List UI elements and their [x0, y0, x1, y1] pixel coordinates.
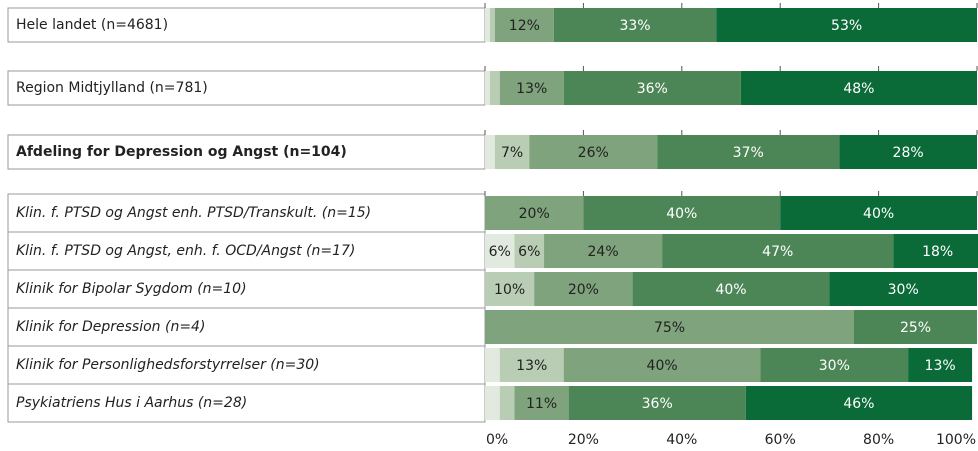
value-label: 37%	[733, 145, 764, 161]
value-label: 25%	[900, 320, 931, 336]
bar-segment	[740, 71, 977, 105]
row-label-box	[7, 193, 486, 233]
row-label-box	[7, 269, 486, 309]
category-label: Klin. f. PTSD og Angst, enh. f. OCD/Angs…	[16, 243, 355, 259]
value-label: 30%	[819, 358, 850, 374]
value-label: 48%	[843, 81, 874, 97]
value-label: 13%	[516, 81, 547, 97]
bar-segment	[494, 8, 554, 42]
value-label: 13%	[925, 358, 956, 374]
value-label: 12%	[509, 18, 540, 34]
bar-segment	[485, 135, 495, 169]
value-label: 20%	[519, 206, 550, 222]
bar-segment	[499, 348, 564, 382]
value-label: 40%	[666, 206, 697, 222]
bar-segment	[563, 71, 741, 105]
value-label: 40%	[715, 282, 746, 298]
bar-segment	[514, 234, 545, 268]
bar-segment	[485, 234, 515, 268]
x-tick-label: 60%	[765, 432, 796, 448]
value-label: 36%	[642, 396, 673, 412]
value-label: 26%	[578, 145, 609, 161]
bar-segment	[583, 196, 781, 230]
row-label-box	[7, 345, 486, 385]
value-label: 10%	[494, 282, 525, 298]
row-label-box	[7, 7, 486, 43]
bar-segment	[485, 348, 500, 382]
category-label: Klin. f. PTSD og Angst enh. PTSD/Transku…	[16, 205, 371, 221]
category-label: Klinik for Depression (n=4)	[16, 319, 205, 335]
bar-segment	[485, 196, 584, 230]
bar-segment	[568, 386, 746, 420]
bar-segment	[544, 234, 663, 268]
bar-segment	[553, 8, 717, 42]
bar-segment	[829, 272, 977, 306]
row-label-box	[7, 134, 486, 170]
bar-segment	[745, 386, 973, 420]
value-label: 40%	[863, 206, 894, 222]
x-tick-label: 20%	[568, 432, 599, 448]
bar-segment	[854, 310, 977, 344]
value-label: 53%	[831, 18, 862, 34]
row-label-box	[7, 70, 486, 106]
value-label: 46%	[843, 396, 874, 412]
value-label: 33%	[619, 18, 650, 34]
bar-segment	[485, 386, 500, 420]
bar-segment	[489, 71, 500, 105]
row-label-box	[7, 383, 486, 423]
bar-segment	[485, 8, 490, 42]
bar-segment	[563, 348, 761, 382]
value-label: 11%	[526, 396, 557, 412]
category-label: Afdeling for Depression og Angst (n=104)	[16, 144, 347, 160]
bar-segment	[908, 348, 973, 382]
bar-segment	[893, 234, 978, 268]
bar-segment	[529, 135, 658, 169]
value-label: 18%	[922, 244, 953, 260]
bar-segment	[657, 135, 840, 169]
bar-segment	[489, 8, 495, 42]
bar-segment	[514, 386, 569, 420]
category-label: Klinik for Personlighedsforstyrrelser (n…	[16, 357, 320, 373]
bar-segment	[485, 71, 490, 105]
value-label: 40%	[647, 358, 678, 374]
category-label: Region Midtjylland (n=781)	[16, 80, 208, 96]
bar-segment	[760, 348, 909, 382]
value-label: 75%	[654, 320, 685, 336]
x-tick-label: 40%	[666, 432, 697, 448]
row-label-box	[7, 231, 486, 271]
value-label: 28%	[893, 145, 924, 161]
value-label: 7%	[501, 145, 523, 161]
category-label: Psykiatriens Hus i Aarhus (n=28)	[16, 395, 247, 411]
value-label: 13%	[516, 358, 547, 374]
x-tick-label: 80%	[863, 432, 894, 448]
bar-segment	[662, 234, 894, 268]
bar-segment	[780, 196, 977, 230]
category-label: Klinik for Bipolar Sygdom (n=10)	[16, 281, 247, 297]
value-label: 30%	[888, 282, 919, 298]
x-tick-label: 0%	[486, 432, 508, 448]
bar-segment	[839, 135, 977, 169]
value-label: 20%	[568, 282, 599, 298]
category-label: Hele landet (n=4681)	[16, 17, 168, 33]
value-label: 47%	[762, 244, 793, 260]
value-label: 6%	[518, 244, 540, 260]
bar-segment	[534, 272, 633, 306]
bar-segment	[499, 71, 564, 105]
bar-segment	[485, 310, 854, 344]
bar-segment	[485, 272, 535, 306]
bar-segment	[632, 272, 830, 306]
value-label: 6%	[489, 244, 511, 260]
bar-segment	[716, 8, 977, 42]
bar-segment	[494, 135, 530, 169]
x-tick-label: 100%	[936, 432, 976, 448]
bar-segment	[499, 386, 515, 420]
value-label: 36%	[637, 81, 668, 97]
value-label: 24%	[588, 244, 619, 260]
